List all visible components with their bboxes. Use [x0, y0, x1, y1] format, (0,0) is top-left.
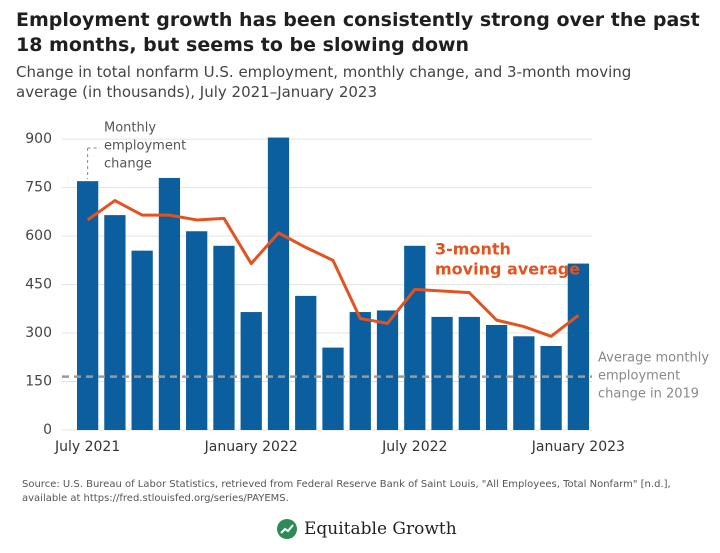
reference-label: Average monthly: [598, 351, 709, 366]
x-tick-label: July 2022: [381, 439, 447, 455]
bar: [567, 263, 590, 430]
bar: [322, 347, 344, 430]
y-tick-label: 750: [25, 180, 52, 196]
chart-title: Employment growth has been consistently …: [16, 9, 700, 56]
x-tick-label: July 2021: [54, 439, 120, 455]
bar: [158, 177, 181, 430]
y-tick-label: 300: [25, 325, 52, 341]
y-tick-label: 450: [25, 277, 52, 293]
logo-icon: [277, 519, 297, 539]
bar: [540, 345, 562, 430]
line-annotation: 3-month: [435, 240, 511, 259]
bar: [76, 181, 99, 430]
y-tick-label: 600: [25, 228, 52, 244]
x-tick-label: January 2022: [204, 439, 298, 455]
bar-annotation: employment: [104, 139, 186, 154]
y-tick-label: 900: [25, 131, 52, 147]
bar: [376, 310, 399, 430]
bar: [213, 245, 235, 430]
x-tick-label: January 2023: [531, 439, 625, 455]
line-annotation: moving average: [435, 260, 580, 279]
reference-label: change in 2019: [598, 387, 699, 402]
chart-subtitle: Change in total nonfarm U.S. employment,…: [16, 63, 632, 101]
bar: [349, 312, 371, 430]
bar-annotation: change: [104, 157, 152, 172]
bar-annotation: Monthly: [104, 121, 156, 136]
bar: [513, 336, 535, 430]
bar: [267, 137, 290, 430]
y-tick-label: 150: [25, 374, 52, 390]
moving-average-line: [86, 199, 580, 338]
bar: [104, 215, 126, 430]
logo-text: Equitable Growth: [304, 519, 457, 539]
y-tick-label: 0: [43, 422, 52, 438]
source-note: Source: U.S. Bureau of Labor Statistics,…: [22, 479, 671, 504]
bar: [131, 250, 153, 430]
bar: [404, 245, 426, 430]
bar: [458, 316, 480, 430]
bar: [431, 316, 453, 430]
logo: Equitable Growth: [276, 518, 457, 540]
reference-label: employment: [598, 369, 680, 384]
bar: [186, 231, 208, 430]
bar: [295, 295, 317, 430]
bar: [240, 312, 262, 430]
